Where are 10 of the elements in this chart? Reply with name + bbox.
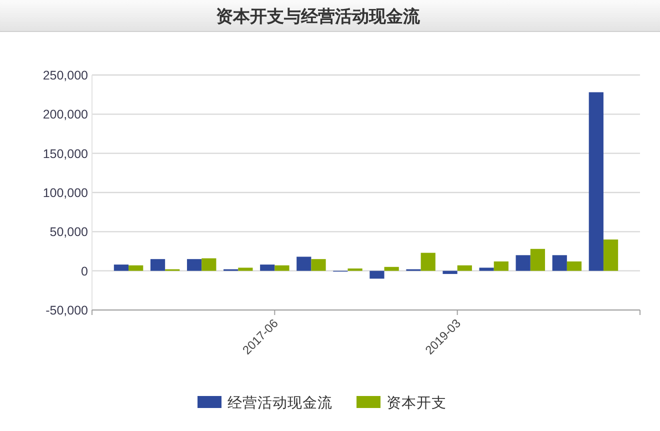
y-tick-label: 150,000 [42,146,88,161]
y-tick-label: 50,000 [50,225,88,240]
y-tick-label: 200,000 [42,108,88,122]
title: 资本开支与经营活动现金流 [216,7,420,26]
y-tick-label: 0 [81,264,88,278]
y-tick-label: 100,000 [42,186,88,200]
legend-label: 资本开支 [386,394,446,412]
y-tick-label: -50,000 [46,304,88,318]
legend-label: 经营活动现金流 [228,394,332,412]
y-tick-label: 250,000 [42,68,88,82]
